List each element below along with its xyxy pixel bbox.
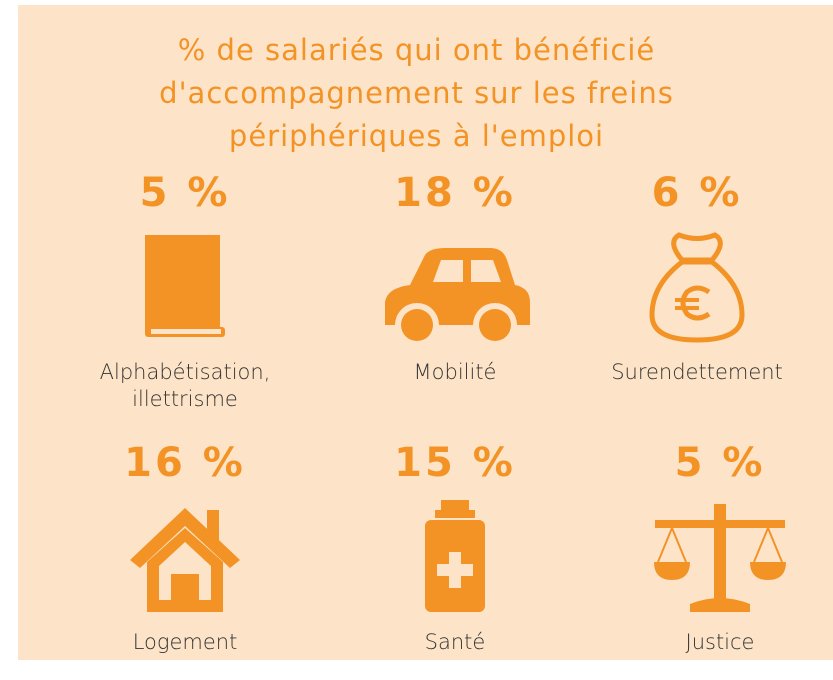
label: Alphabétisation, illettrisme [99,360,271,411]
value: 18 % [394,170,516,216]
item: 16 % Logement [65,438,305,656]
medicine-icon [425,500,485,612]
title: périphériques à l'emploi [228,119,605,153]
value: 6 % [651,170,743,216]
label: Logement [132,630,238,654]
label: Santé [424,630,486,654]
value: 16 % [124,440,246,486]
book-icon [145,235,225,337]
item: 18 % Mobilité [335,168,575,386]
item: 5 % Alphabétisation, illettrisme [65,168,305,413]
title: d'accompagnement sur les freins [159,76,674,110]
house-icon [130,508,240,612]
scales-icon [654,504,786,612]
label: Surendettement [611,360,783,384]
label: Justice [685,630,755,654]
item: 5 % Justice [600,438,833,656]
value: 15 % [394,440,516,486]
label: Mobilité [413,360,497,384]
money-bag-icon [649,232,745,343]
car-icon [385,248,530,345]
value: 5 % [139,170,231,216]
value: 5 % [674,440,766,486]
item: 6 % Surendettement [577,168,817,386]
title: % de salariés qui ont bénéficié [177,33,656,67]
item: 15 % Santé [335,438,575,656]
